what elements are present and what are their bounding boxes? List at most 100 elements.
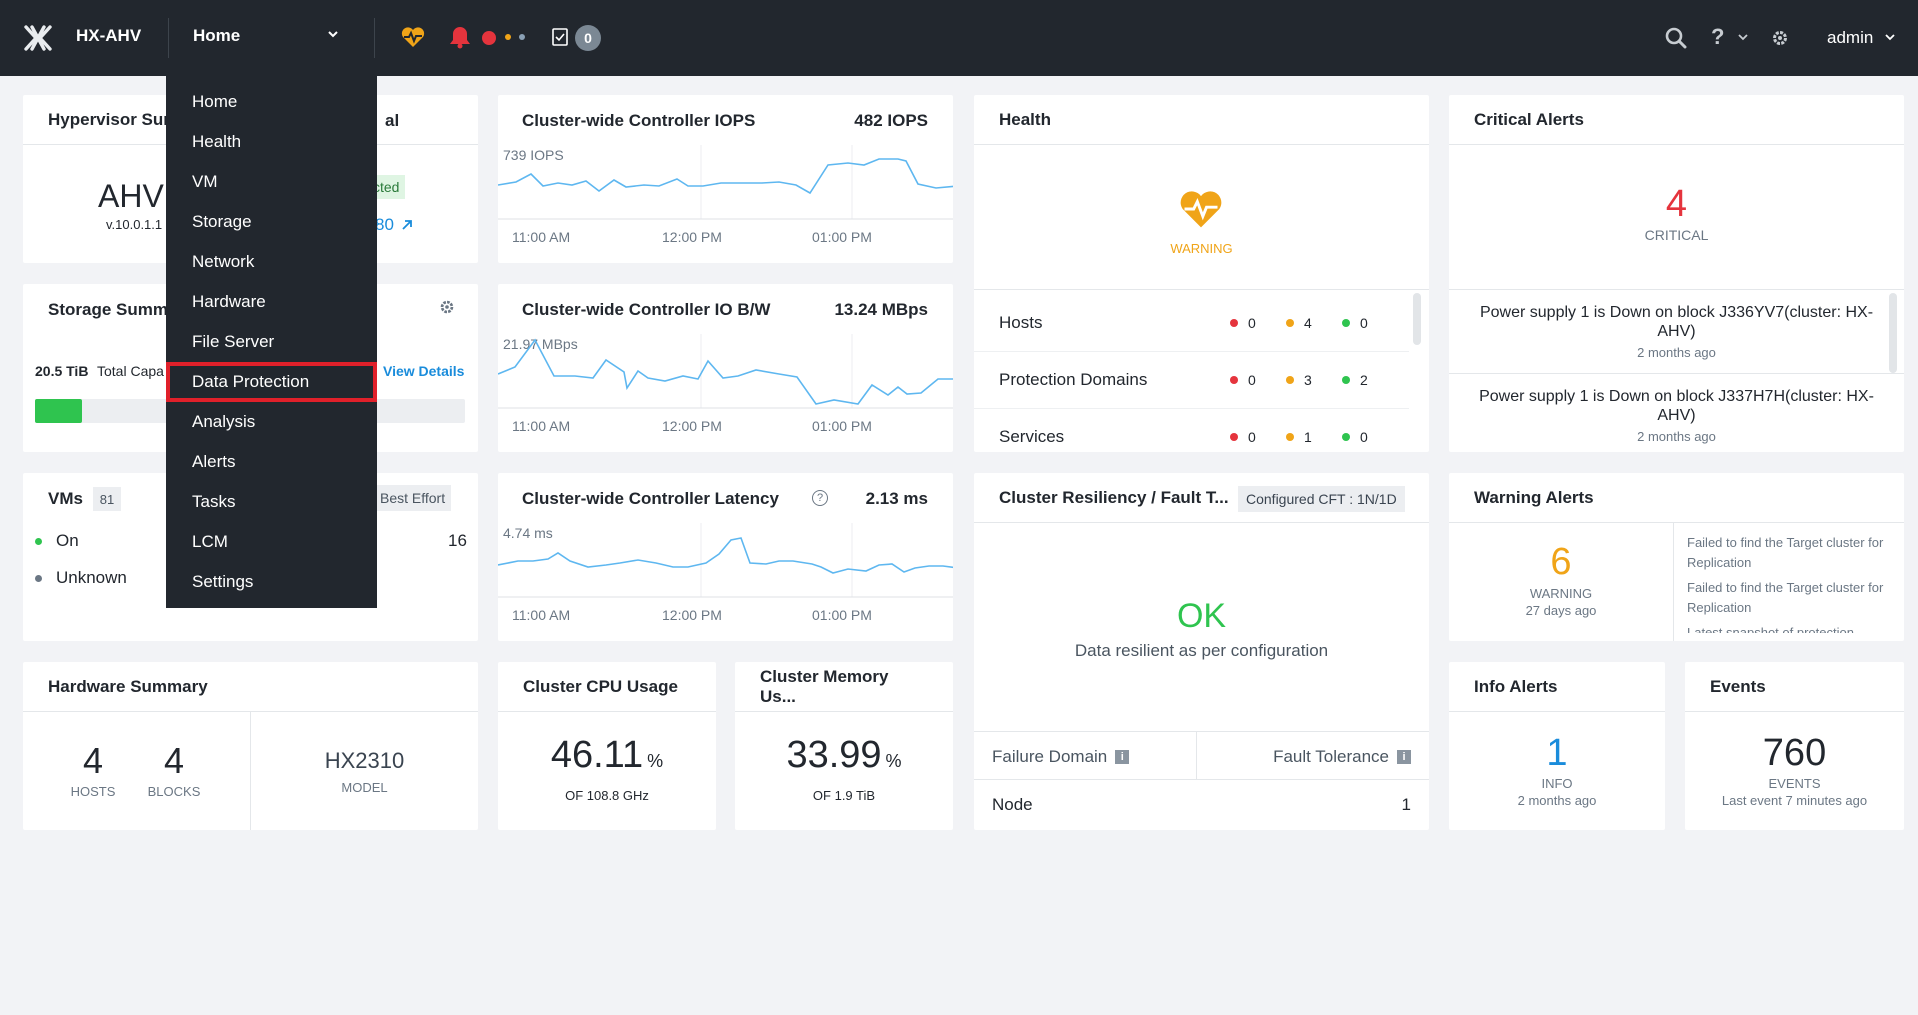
hosts-count: 4	[82, 740, 104, 781]
x-tick-label: 11:00 AM	[512, 418, 571, 434]
bandwidth-sparkline	[498, 334, 953, 409]
cpu-usage-card: Cluster CPU Usage 46.11% OF 108.8 GHz	[498, 662, 716, 830]
iops-series-line	[498, 158, 953, 195]
io-bandwidth-card: Cluster-wide Controller IO B/W 13.24 MBp…	[498, 284, 953, 452]
card-title: VMs	[48, 489, 83, 508]
chevron-down-icon[interactable]	[327, 28, 339, 40]
menu-item-data-protection[interactable]: Data Protection	[166, 362, 377, 402]
warning-alert-count[interactable]: 6	[1550, 541, 1572, 583]
model-label: MODEL	[341, 780, 388, 795]
search-icon[interactable]	[1665, 27, 1687, 49]
storage-usage-fill	[35, 399, 83, 423]
info-alert-count[interactable]: 1	[1546, 732, 1568, 774]
heart-health-icon[interactable]	[1176, 187, 1226, 236]
menu-item-tasks[interactable]: Tasks	[192, 492, 236, 511]
heart-health-icon[interactable]	[400, 25, 426, 49]
good-count[interactable]: 2	[1342, 372, 1384, 388]
user-menu[interactable]: admin	[1827, 28, 1874, 47]
vm-unknown-label: Unknown	[56, 568, 127, 587]
vm-unknown-row: Unknown	[35, 568, 127, 588]
view-details-link[interactable]: View Details	[383, 363, 465, 379]
vm-on-row: On	[35, 531, 79, 551]
health-row-label[interactable]: Services	[999, 427, 1065, 446]
menu-item-health[interactable]: Health	[192, 132, 242, 151]
critical-alert-item[interactable]: Power supply 1 is Down on block J336YV7(…	[1469, 303, 1884, 362]
help-icon[interactable]: ?	[812, 490, 828, 506]
x-tick-label: 01:00 PM	[812, 418, 872, 434]
hosts-label: HOSTS	[70, 784, 116, 799]
alert-text[interactable]: Power supply 1 is Down on block J337H7H(…	[1479, 388, 1874, 424]
fault-tolerance-label: Fault Tolerance	[1273, 747, 1389, 766]
warning-count[interactable]: 3	[1286, 372, 1328, 388]
menu-item-storage[interactable]: Storage	[192, 212, 252, 231]
checkbox-tasks-icon[interactable]	[552, 28, 568, 46]
info-alert-time: 2 months ago	[1517, 793, 1597, 808]
warning-alert-item[interactable]: Latest snapshot of protection	[1687, 625, 1854, 633]
cluster-name[interactable]: HX-AHV	[76, 26, 142, 45]
event-count[interactable]: 760	[1762, 732, 1827, 774]
last-event-time: Last event 7 minutes ago	[1721, 793, 1868, 808]
failure-domain-label: Failure Domain	[992, 747, 1108, 766]
info-alert-dot[interactable]	[519, 34, 525, 40]
critical-alert-count[interactable]: 4	[1665, 183, 1688, 225]
menu-item-settings[interactable]: Settings	[192, 572, 254, 591]
chevron-down-icon[interactable]	[1738, 32, 1748, 42]
scrollbar[interactable]	[1889, 293, 1897, 373]
status-dot	[35, 537, 42, 545]
external-link[interactable]: 80	[375, 215, 414, 235]
gear-icon[interactable]	[438, 298, 456, 321]
fault-tolerance-header: Fault Tolerance i	[1273, 747, 1411, 767]
info-icon[interactable]: i	[1115, 750, 1130, 764]
task-count-badge[interactable]: 0	[575, 25, 601, 51]
health-row-label[interactable]: Hosts	[999, 313, 1043, 332]
help-icon[interactable]: ?	[1711, 24, 1725, 49]
divider	[168, 18, 169, 58]
chevron-down-icon[interactable]	[1884, 33, 1896, 43]
vm-on-label: On	[56, 531, 79, 550]
critical-count[interactable]: 0	[1230, 372, 1272, 388]
warning-count[interactable]: 1	[1286, 429, 1328, 445]
critical-count[interactable]: 0	[1230, 315, 1272, 331]
vm-count-badge: 81	[93, 487, 121, 511]
health-row-label[interactable]: Protection Domains	[999, 370, 1148, 389]
menu-item-vm[interactable]: VM	[192, 172, 218, 191]
bandwidth-value: 13.24 MBps	[834, 300, 928, 319]
divider	[1673, 523, 1674, 641]
menu-item-alerts[interactable]: Alerts	[192, 452, 236, 471]
health-row[interactable]: Protection Domains 0 3 2	[974, 352, 1409, 409]
warning-alert-dot[interactable]	[505, 34, 511, 40]
alert-text[interactable]: Power supply 1 is Down on block J336YV7(…	[1479, 304, 1874, 340]
info-alerts-card: Info Alerts 1 INFO 2 months ago	[1449, 662, 1665, 830]
menu-item-analysis[interactable]: Analysis	[192, 412, 256, 431]
warning-alert-item[interactable]: Failed to find the Target cluster for Re…	[1687, 580, 1884, 615]
info-icon[interactable]: i	[1397, 750, 1411, 764]
critical-alert-dot[interactable]	[482, 31, 496, 45]
card-title: Critical Alerts	[1449, 95, 1904, 145]
menu-item-home[interactable]: Home	[192, 92, 238, 111]
x-tick-label: 11:00 AM	[512, 607, 571, 623]
card-title: Info Alerts	[1449, 662, 1665, 712]
warning-alert-item[interactable]: Failed to find the Target cluster for Re…	[1687, 535, 1884, 570]
menu-item-lcm[interactable]: LCM	[192, 532, 228, 551]
critical-count[interactable]: 0	[1230, 429, 1272, 445]
good-count[interactable]: 0	[1342, 429, 1384, 445]
external-link-icon[interactable]	[400, 218, 414, 232]
scrollbar[interactable]	[1413, 293, 1421, 345]
bell-icon[interactable]	[449, 25, 471, 49]
page-selector[interactable]: Home	[193, 26, 241, 45]
card-title: Cluster CPU Usage	[498, 662, 716, 712]
warning-count[interactable]: 4	[1286, 315, 1328, 331]
menu-item-hardware[interactable]: Hardware	[192, 292, 266, 311]
vm-priority-badge: Best Effort	[374, 485, 452, 511]
critical-alert-item[interactable]: Power supply 1 is Down on block J337H7H(…	[1469, 387, 1884, 446]
gear-icon[interactable]	[1770, 28, 1790, 48]
divider	[974, 731, 1429, 732]
nutanix-logo-icon[interactable]	[24, 24, 52, 52]
menu-item-network[interactable]: Network	[192, 252, 255, 271]
health-row[interactable]: Services 0 1 0	[974, 409, 1409, 452]
health-row[interactable]: Hosts 0 4 0	[974, 295, 1409, 352]
link-text[interactable]: 80	[375, 215, 394, 234]
good-count[interactable]: 0	[1342, 315, 1384, 331]
chart-peak-label: 21.97 MBps	[503, 336, 578, 352]
menu-item-file-server[interactable]: File Server	[192, 332, 275, 351]
